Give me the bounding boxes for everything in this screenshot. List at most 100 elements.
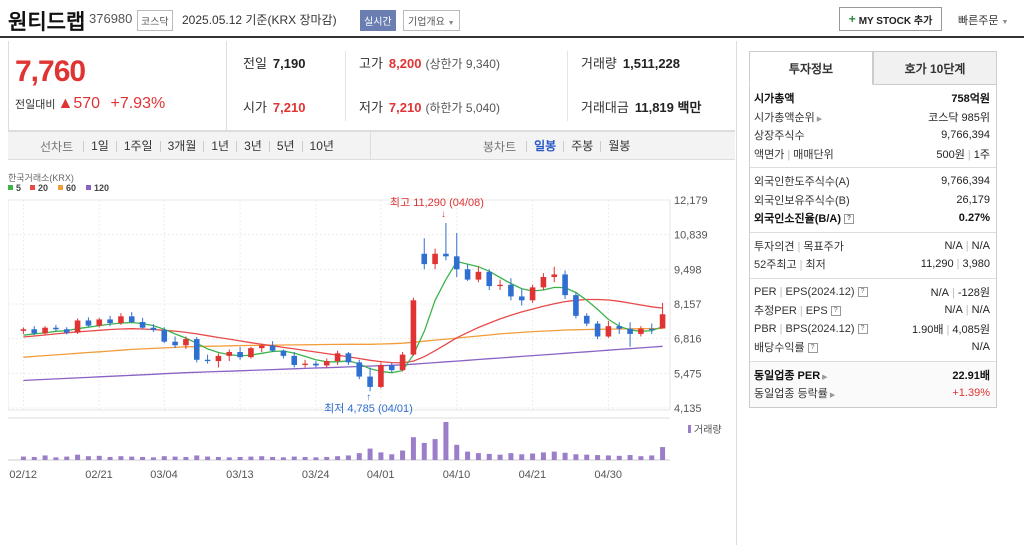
help-icon[interactable]: ? <box>857 323 868 334</box>
open-value: 7,210 <box>272 100 306 115</box>
candle-body <box>573 295 579 316</box>
candle-body <box>107 319 113 324</box>
candle-body <box>128 316 135 323</box>
volume-bar <box>432 439 438 460</box>
candle-daily[interactable]: 일봉 <box>526 140 563 152</box>
row-market-cap-rank[interactable]: 시가총액순위 ▶ 코스닥 985위 <box>754 108 990 127</box>
volume-value: 1,511,228 <box>622 56 681 71</box>
row-market-cap: 시가총액 758억원 <box>754 89 990 108</box>
tab-order-book[interactable]: 호가 10단계 <box>873 51 997 85</box>
volume-bar <box>540 452 546 460</box>
candle-body <box>118 316 124 324</box>
stock-name: 원티드랩 <box>8 11 86 34</box>
candle-body <box>334 353 341 362</box>
period-1w[interactable]: 1주일 <box>115 140 160 152</box>
52w-high-value: 11,290 <box>920 258 954 271</box>
market-cap-value: 758억원 <box>951 93 990 106</box>
period-3m[interactable]: 3개월 <box>159 140 204 152</box>
investment-info: 시가총액 758억원 시가총액순위 ▶ 코스닥 985위 상장주식수 9,766,394… <box>749 85 997 408</box>
volume-bar <box>324 456 330 460</box>
period-5y[interactable]: 5년 <box>268 140 302 152</box>
low-label: 저가 <box>359 100 383 115</box>
high-price: 고가 8,200 (상한가 9,340) <box>359 53 500 72</box>
chart-svg: 한국거래소(KRX) 5 20 60 120 12,179 10,839 9,498 8,1… <box>7 173 722 481</box>
period-1y[interactable]: 1년 <box>203 140 236 152</box>
line-chart-label: 선차트 <box>40 139 74 154</box>
legend-swatch <box>58 185 63 190</box>
stock-header: 원티드랩 376980 코스닥 2025.05.12 기준(KRX 장마감) 실… <box>0 0 1024 38</box>
bps-label: BPS(2024.12) <box>785 322 855 335</box>
trade-unit-label: 매매단위 <box>793 148 834 161</box>
volume-bar <box>20 456 26 460</box>
company-overview-dropdown[interactable]: 기업개요 ▼ <box>403 10 460 31</box>
volume-bar <box>215 456 221 460</box>
candle-body <box>497 284 503 287</box>
volume-bar <box>508 453 514 460</box>
volume-bar <box>627 455 633 460</box>
change-label: 전일대비 <box>15 99 56 111</box>
market-badge: 코스닥 <box>137 10 173 31</box>
candle-body <box>605 326 612 337</box>
shares-label: 상장주식수 <box>754 130 805 143</box>
period-3y[interactable]: 3년 <box>236 140 269 152</box>
legend-swatch <box>30 185 35 190</box>
caret-right-icon: ▶ <box>816 115 823 123</box>
trade-unit-value: 1주 <box>973 148 990 161</box>
quick-order-dropdown[interactable]: 빠른주문 ▼ <box>958 12 1008 28</box>
volume-bar <box>150 457 156 460</box>
volume-bar <box>421 442 427 460</box>
industry-per-label: 동일업종 PER <box>754 369 821 382</box>
volume-bar <box>129 456 135 460</box>
period-10y[interactable]: 10년 <box>301 140 341 152</box>
candle-body <box>96 319 103 326</box>
candle-body <box>237 352 243 358</box>
foreign-ratio-value: 0.27% <box>958 212 990 225</box>
x-tick-label: 03/24 <box>302 469 330 481</box>
candle-body <box>594 323 601 337</box>
candle-body <box>443 253 449 257</box>
help-icon[interactable]: ? <box>857 286 868 297</box>
est-eps-label: EPS <box>805 305 828 318</box>
row-industry-per[interactable]: 동일업종 PER ▶ 22.91배 <box>754 366 990 385</box>
volume-bar <box>226 457 232 460</box>
row-per: PER | EPS(2024.12)? N/A | -128원 <box>754 285 990 299</box>
price-change: 전일대비 ▲570 +7.93% <box>15 95 165 113</box>
divider <box>567 51 568 121</box>
divider <box>370 132 371 160</box>
tab-investment-info[interactable]: 투자정보 <box>749 51 873 85</box>
my-stock-label: MY STOCK 추가 <box>858 15 933 27</box>
chevron-down-icon: ▼ <box>1001 19 1009 26</box>
volume-bar <box>53 457 59 460</box>
candle-body <box>378 364 384 387</box>
volume-bar <box>270 456 276 460</box>
help-icon[interactable]: ? <box>830 306 841 317</box>
price-chart[interactable]: 한국거래소(KRX) 5 20 60 120 12,179 10,839 9,498 8,1… <box>7 160 735 545</box>
target-price-value: N/A <box>971 239 990 252</box>
candle-body <box>486 271 493 287</box>
realtime-button[interactable]: 실시간 <box>360 10 396 31</box>
row-est-per: 추정PER | EPS? N/A | N/A <box>754 304 990 318</box>
candle-monthly[interactable]: 월봉 <box>600 140 637 152</box>
volume-bar <box>161 456 167 460</box>
volume-bar <box>497 454 503 460</box>
foreign-limit-label: 외국인한도주식수(A) <box>754 176 850 189</box>
volume-bar <box>85 456 91 460</box>
y-tick-label: 12,179 <box>674 195 708 207</box>
help-icon[interactable]: ? <box>844 214 854 225</box>
open-label: 시가 <box>243 100 267 115</box>
volume-bar <box>519 454 525 460</box>
pbr-value: 1.90배 <box>911 323 944 336</box>
volume-bar <box>649 455 655 460</box>
low-value: 7,210 <box>388 100 422 115</box>
help-icon[interactable]: ? <box>807 343 818 354</box>
period-1d[interactable]: 1일 <box>83 140 116 152</box>
my-stock-add-button[interactable]: + MY STOCK 추가 <box>839 7 942 31</box>
row-dividend: 배당수익률? N/A <box>754 338 990 357</box>
face-value-value: 500원 <box>936 148 965 161</box>
opinion-value: N/A <box>944 239 963 252</box>
candle-weekly[interactable]: 주봉 <box>563 140 600 152</box>
info-group-industry: 동일업종 PER ▶ 22.91배 동일업종 등락률 ▶ +1.39% <box>750 360 996 407</box>
candle-body <box>226 352 233 356</box>
foreign-limit-value: 9,766,394 <box>941 175 990 188</box>
row-industry-rate[interactable]: 동일업종 등락률 ▶ +1.39% <box>754 384 990 403</box>
